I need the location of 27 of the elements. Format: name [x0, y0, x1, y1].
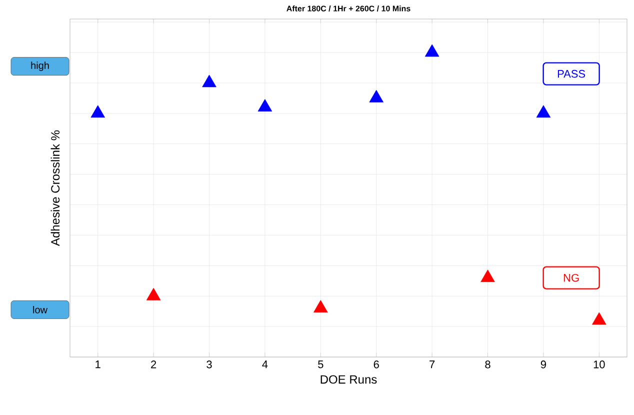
point: [258, 99, 272, 112]
point: [536, 105, 551, 118]
x-tick-label: 10: [594, 360, 605, 368]
point: [424, 44, 440, 57]
point: [146, 288, 161, 300]
x-axis-title: DOE Runs: [320, 375, 377, 384]
x-tick-label: 6: [374, 360, 379, 368]
text: NG: [564, 274, 579, 282]
x-tick-label: 4: [262, 360, 268, 368]
x-tick-label: 9: [540, 360, 546, 368]
x-tick-label: 1: [96, 360, 100, 368]
x-tick-label: 3: [206, 360, 212, 368]
text: PASS: [558, 70, 586, 78]
point: [592, 312, 606, 325]
y-axis-title: Adhesive Crosslink %: [50, 130, 60, 246]
x-tick-label: 5: [318, 360, 324, 368]
x-tick-label: 2: [151, 360, 156, 368]
point: [90, 105, 105, 118]
point: [202, 74, 216, 88]
point: [314, 300, 328, 312]
text: high: [31, 62, 49, 71]
point: [369, 90, 384, 102]
text: low: [33, 306, 48, 314]
x-tick-label: 8: [485, 360, 490, 368]
chart-title: After 180C / 1Hr + 260C / 10 Mins: [286, 6, 410, 12]
x-tick-label: 7: [430, 360, 435, 368]
point: [480, 270, 495, 282]
